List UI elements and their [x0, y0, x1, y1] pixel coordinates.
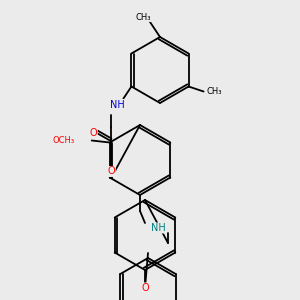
Text: O: O — [141, 283, 149, 293]
Text: CH₃: CH₃ — [135, 13, 151, 22]
Text: OCH₃: OCH₃ — [52, 136, 75, 145]
Text: O: O — [108, 167, 115, 176]
Text: CH₃: CH₃ — [207, 87, 222, 96]
Text: NH: NH — [110, 100, 125, 110]
Text: O: O — [90, 128, 97, 137]
Text: NH: NH — [151, 223, 165, 233]
